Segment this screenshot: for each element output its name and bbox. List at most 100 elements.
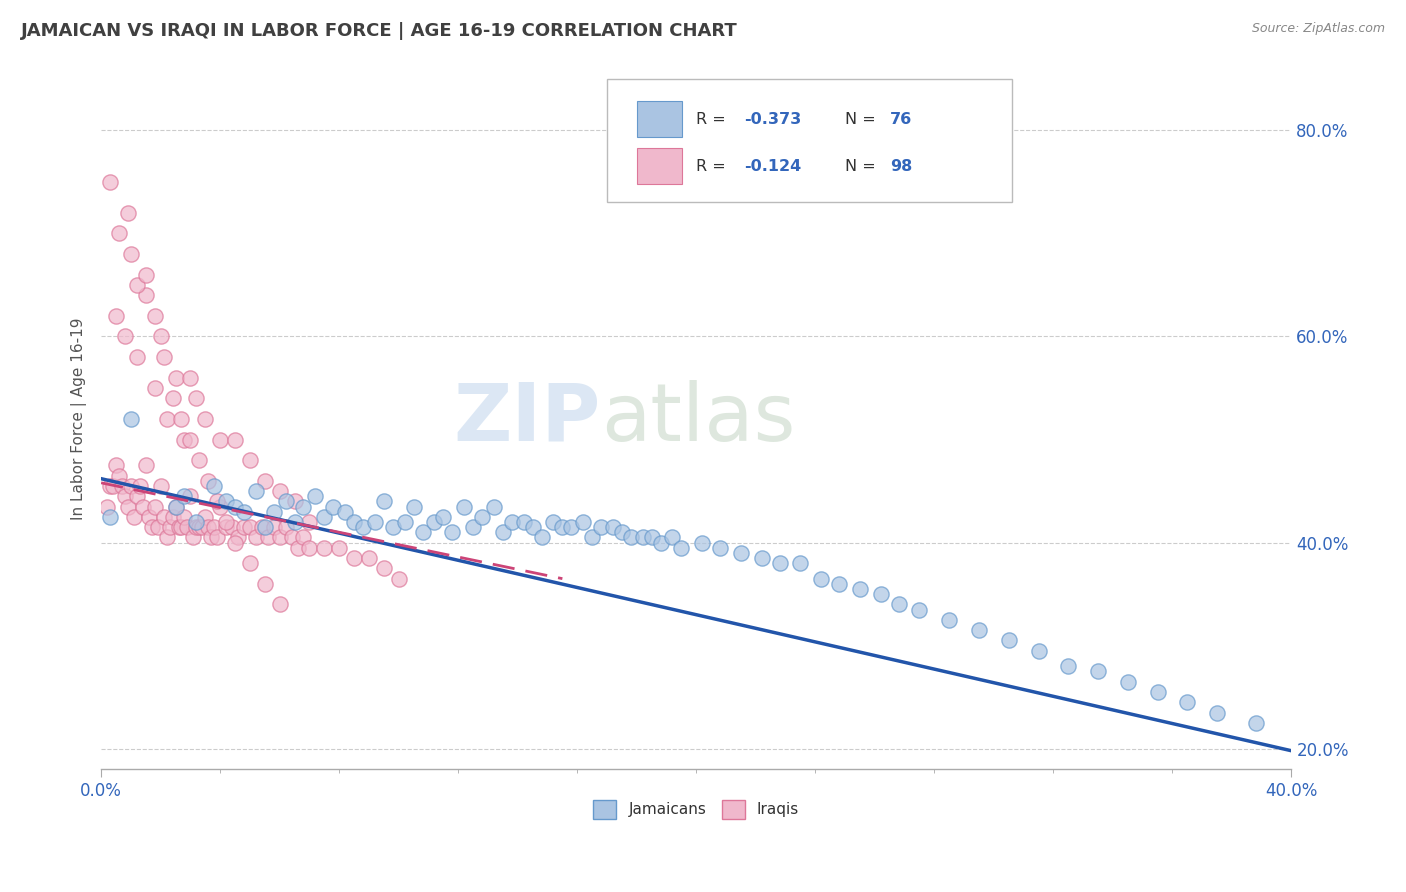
Point bbox=[138, 509, 160, 524]
Point bbox=[186, 392, 208, 406]
FancyBboxPatch shape bbox=[637, 101, 682, 137]
Point bbox=[250, 520, 273, 534]
Point bbox=[105, 458, 128, 473]
Point bbox=[298, 541, 321, 555]
Point bbox=[239, 453, 262, 467]
Point bbox=[117, 206, 139, 220]
Point bbox=[125, 350, 148, 364]
Point bbox=[471, 509, 494, 524]
Point bbox=[221, 520, 243, 534]
Point bbox=[314, 541, 336, 555]
Point bbox=[768, 556, 790, 570]
Point bbox=[631, 530, 654, 544]
Point bbox=[205, 494, 228, 508]
Point bbox=[194, 412, 217, 426]
Point bbox=[551, 520, 574, 534]
Point bbox=[482, 500, 505, 514]
Point bbox=[152, 350, 174, 364]
Point bbox=[1116, 674, 1139, 689]
Point bbox=[412, 525, 434, 540]
Point bbox=[179, 489, 201, 503]
Point bbox=[173, 433, 195, 447]
Point bbox=[205, 530, 228, 544]
Legend: Jamaicans, Iraqis: Jamaicans, Iraqis bbox=[588, 794, 806, 825]
Point bbox=[1087, 665, 1109, 679]
Point bbox=[132, 500, 155, 514]
Point bbox=[167, 520, 190, 534]
Point bbox=[314, 509, 336, 524]
Point bbox=[224, 535, 246, 549]
Text: N =: N = bbox=[845, 112, 882, 128]
Point bbox=[938, 613, 960, 627]
Point bbox=[135, 458, 157, 473]
Point bbox=[194, 509, 217, 524]
Point bbox=[120, 479, 142, 493]
Point bbox=[501, 515, 523, 529]
Point bbox=[162, 509, 184, 524]
Point bbox=[253, 520, 276, 534]
Point bbox=[602, 520, 624, 534]
Point bbox=[141, 520, 163, 534]
Point bbox=[730, 546, 752, 560]
Point bbox=[709, 541, 731, 555]
Point bbox=[125, 277, 148, 292]
Point bbox=[461, 520, 484, 534]
Point bbox=[98, 479, 121, 493]
Point bbox=[143, 500, 166, 514]
Y-axis label: In Labor Force | Age 16-19: In Labor Force | Age 16-19 bbox=[72, 318, 87, 520]
Point bbox=[1028, 644, 1050, 658]
Point bbox=[373, 494, 395, 508]
FancyBboxPatch shape bbox=[637, 148, 682, 184]
Point bbox=[114, 329, 136, 343]
Point bbox=[135, 288, 157, 302]
Point bbox=[122, 509, 145, 524]
Point bbox=[120, 247, 142, 261]
Point bbox=[432, 509, 454, 524]
Point bbox=[179, 370, 201, 384]
Point bbox=[671, 541, 693, 555]
Point bbox=[640, 530, 662, 544]
Point bbox=[253, 576, 276, 591]
Point bbox=[245, 484, 267, 499]
Point bbox=[333, 505, 356, 519]
Point bbox=[751, 551, 773, 566]
Point bbox=[226, 530, 249, 544]
Point bbox=[165, 500, 187, 514]
Point bbox=[661, 530, 683, 544]
Point bbox=[810, 572, 832, 586]
Point bbox=[620, 530, 643, 544]
Point bbox=[789, 556, 811, 570]
Text: 76: 76 bbox=[890, 112, 912, 128]
Point bbox=[394, 515, 416, 529]
Point bbox=[1146, 685, 1168, 699]
Point bbox=[269, 484, 291, 499]
Point bbox=[298, 515, 321, 529]
Point bbox=[263, 520, 285, 534]
Text: Source: ZipAtlas.com: Source: ZipAtlas.com bbox=[1251, 22, 1385, 36]
Point bbox=[887, 598, 910, 612]
Point bbox=[183, 530, 205, 544]
Point bbox=[209, 433, 232, 447]
Point bbox=[209, 500, 232, 514]
Point bbox=[170, 412, 193, 426]
Point bbox=[152, 509, 174, 524]
Point bbox=[143, 309, 166, 323]
Point bbox=[263, 505, 285, 519]
Point bbox=[352, 520, 374, 534]
Point bbox=[997, 633, 1019, 648]
Point bbox=[233, 520, 256, 534]
Point bbox=[128, 479, 150, 493]
Point bbox=[512, 515, 534, 529]
Point bbox=[143, 381, 166, 395]
Point bbox=[304, 489, 326, 503]
Point bbox=[200, 530, 222, 544]
Point bbox=[125, 489, 148, 503]
Point bbox=[269, 530, 291, 544]
Point bbox=[908, 602, 931, 616]
Point bbox=[162, 392, 184, 406]
Point bbox=[155, 412, 177, 426]
Point bbox=[155, 530, 177, 544]
Point bbox=[191, 520, 214, 534]
Point bbox=[269, 598, 291, 612]
Point bbox=[849, 582, 872, 596]
